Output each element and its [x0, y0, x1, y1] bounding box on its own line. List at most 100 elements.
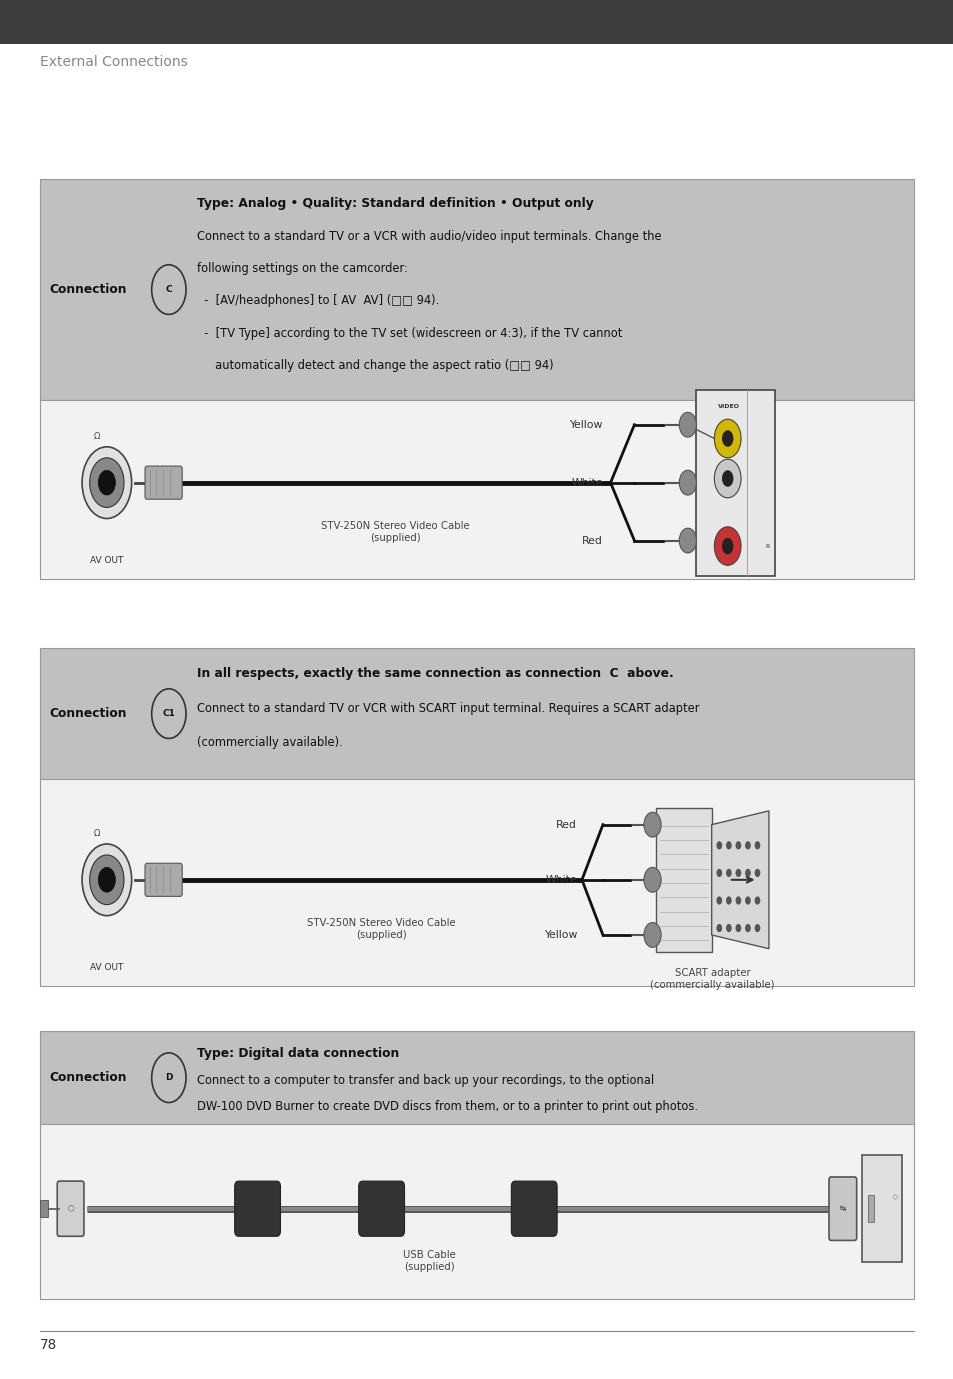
FancyBboxPatch shape [511, 1180, 557, 1236]
Circle shape [744, 841, 750, 849]
Text: automatically detect and change the aspect ratio (□□ 94): automatically detect and change the aspe… [197, 360, 554, 372]
Circle shape [754, 841, 760, 849]
FancyBboxPatch shape [145, 466, 182, 499]
Text: USB Cable
(supplied): USB Cable (supplied) [402, 1249, 456, 1271]
Circle shape [721, 430, 733, 447]
Text: C: C [166, 285, 172, 294]
Text: -  [TV Type] according to the TV set (widescreen or 4:3), if the TV cannot: - [TV Type] according to the TV set (wid… [197, 327, 622, 339]
Circle shape [714, 459, 740, 498]
Bar [40, 648, 913, 779]
Circle shape [679, 528, 696, 553]
Circle shape [716, 896, 721, 905]
Bar [862, 1156, 902, 1263]
Circle shape [714, 419, 740, 458]
Circle shape [90, 458, 124, 507]
Circle shape [721, 538, 733, 554]
Bar [40, 179, 913, 400]
FancyBboxPatch shape [828, 1178, 856, 1241]
Text: Type: Digital data connection: Type: Digital data connection [197, 1047, 399, 1060]
Bar [40, 1031, 913, 1124]
Text: SCART adapter
(commercially available): SCART adapter (commercially available) [650, 968, 774, 990]
Text: Connect to a computer to transfer and back up your recordings, to the optional: Connect to a computer to transfer and ba… [197, 1074, 654, 1087]
Circle shape [744, 869, 750, 877]
Circle shape [725, 841, 731, 849]
Circle shape [716, 869, 721, 877]
Circle shape [735, 841, 740, 849]
Circle shape [725, 869, 731, 877]
Circle shape [714, 527, 740, 565]
Text: Ω: Ω [94, 829, 100, 838]
Text: Connect to a standard TV or VCR with SCART input terminal. Requires a SCART adap: Connect to a standard TV or VCR with SCA… [197, 702, 700, 714]
Circle shape [725, 896, 731, 905]
Text: C1: C1 [162, 709, 175, 718]
Text: ⬡: ⬡ [892, 1196, 897, 1200]
Bar [40, 400, 913, 579]
Circle shape [679, 470, 696, 495]
Text: AV OUT: AV OUT [91, 556, 123, 565]
Circle shape [716, 924, 721, 932]
Text: Yellow: Yellow [543, 929, 577, 940]
FancyBboxPatch shape [358, 1180, 404, 1236]
Text: Type: Analog • Quality: Standard definition • Output only: Type: Analog • Quality: Standard definit… [197, 197, 594, 210]
Text: (commercially available).: (commercially available). [197, 736, 343, 749]
Bar [867, 1194, 873, 1222]
Circle shape [744, 896, 750, 905]
Circle shape [735, 924, 740, 932]
Text: STV-250N Stereo Video Cable
(supplied): STV-250N Stereo Video Cable (supplied) [321, 521, 469, 543]
Circle shape [725, 924, 731, 932]
Text: 78: 78 [40, 1338, 57, 1351]
Circle shape [98, 867, 115, 892]
FancyBboxPatch shape [234, 1180, 280, 1236]
Text: Connection: Connection [50, 707, 127, 720]
Text: DW-100 DVD Burner to create DVD discs from them, or to a printer to print out ph: DW-100 DVD Burner to create DVD discs fr… [197, 1100, 698, 1113]
Text: In all respects, exactly the same connection as connection  C  above.: In all respects, exactly the same connec… [197, 667, 674, 680]
Circle shape [735, 896, 740, 905]
Text: External Connections: External Connections [40, 55, 188, 69]
Circle shape [754, 869, 760, 877]
Circle shape [643, 923, 660, 947]
Circle shape [744, 924, 750, 932]
Circle shape [735, 869, 740, 877]
Text: Red: Red [581, 535, 602, 546]
Text: STV-250N Stereo Video Cable
(supplied): STV-250N Stereo Video Cable (supplied) [307, 918, 455, 940]
Circle shape [716, 841, 721, 849]
Text: White: White [571, 477, 602, 488]
Circle shape [754, 924, 760, 932]
Text: R: R [765, 543, 769, 549]
Circle shape [82, 844, 132, 916]
Text: ↹: ↹ [839, 1204, 845, 1214]
Text: Connection: Connection [50, 1071, 127, 1084]
Text: VIDEO: VIDEO [718, 404, 740, 410]
Bar [40, 1200, 48, 1216]
Circle shape [98, 470, 115, 495]
Text: Ω: Ω [94, 432, 100, 441]
Bar [40, 779, 913, 986]
Bar [40, 648, 913, 986]
Text: D: D [165, 1073, 172, 1083]
Bar [0, 0, 953, 44]
Circle shape [721, 470, 733, 487]
Circle shape [643, 812, 660, 837]
FancyBboxPatch shape [145, 863, 182, 896]
Bar [40, 1031, 913, 1299]
Circle shape [643, 867, 660, 892]
Text: ⬡: ⬡ [68, 1204, 73, 1214]
Bar [656, 808, 711, 952]
Bar [696, 390, 774, 576]
Text: AUDIO: AUDIO [718, 469, 740, 474]
Circle shape [90, 855, 124, 905]
Text: following settings on the camcorder:: following settings on the camcorder: [197, 262, 408, 274]
Text: -  [AV/headphones] to [ AV  AV] (□□ 94).: - [AV/headphones] to [ AV AV] (□□ 94). [197, 295, 439, 308]
Text: AV OUT: AV OUT [91, 963, 123, 972]
Bar [40, 1124, 913, 1299]
Circle shape [679, 412, 696, 437]
Text: Connect to a standard TV or a VCR with audio/video input terminals. Change the: Connect to a standard TV or a VCR with a… [197, 229, 661, 243]
Circle shape [82, 447, 132, 519]
Polygon shape [711, 811, 768, 949]
Text: White: White [545, 874, 577, 885]
Text: Connection: Connection [50, 283, 127, 296]
Bar [40, 179, 913, 579]
Text: Yellow: Yellow [569, 419, 602, 430]
FancyBboxPatch shape [57, 1180, 84, 1236]
Circle shape [754, 896, 760, 905]
